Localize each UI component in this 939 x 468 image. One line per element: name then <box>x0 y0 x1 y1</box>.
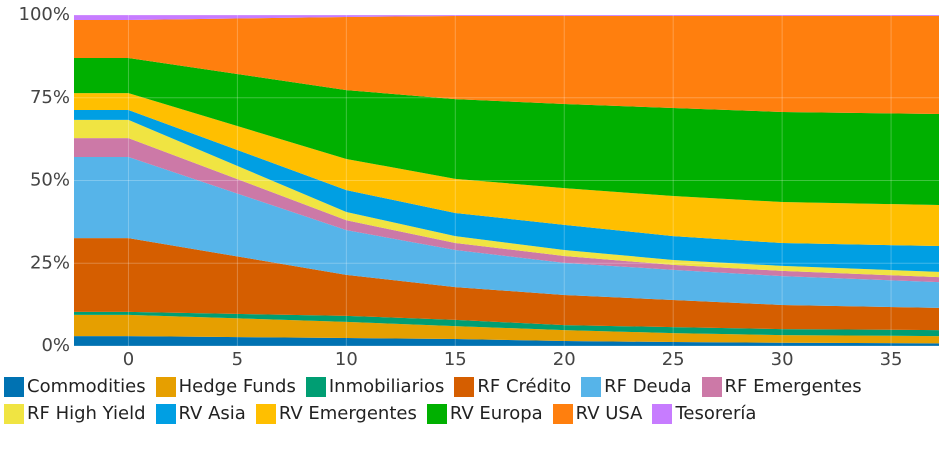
x-tick-label: 5 <box>232 349 243 370</box>
area <box>74 119 939 278</box>
area <box>74 58 939 205</box>
area <box>74 109 939 272</box>
legend-label: Tesorería <box>675 403 757 424</box>
area <box>74 156 939 308</box>
chart: 0% 25% 50% 75% 100% 0 5 10 15 20 25 30 35 <box>19 4 939 370</box>
x-tick-label: 30 <box>771 349 794 370</box>
x-tick-label: 20 <box>553 349 576 370</box>
legend-swatch <box>4 376 24 397</box>
x-tick-label: 35 <box>880 349 903 370</box>
area <box>74 311 939 337</box>
legend-swatch <box>426 403 447 424</box>
legend-item[interactable]: RF High Yield <box>4 403 146 424</box>
legend-label: RF Crédito <box>477 376 572 397</box>
y-tick-label: 50% <box>30 170 70 191</box>
legend-swatch <box>552 403 573 424</box>
y-tick-label: 0% <box>41 335 70 356</box>
x-tick-label: 15 <box>444 349 467 370</box>
area <box>74 238 939 331</box>
legend-item[interactable]: Tesorería <box>652 403 756 424</box>
legend-swatch <box>4 403 24 424</box>
x-tick-label: 0 <box>123 349 134 370</box>
legend-label: RF Deuda <box>604 376 692 397</box>
legend-item[interactable]: RF Emergentes <box>701 376 862 397</box>
legend-item[interactable]: RV Asia <box>155 403 246 424</box>
legend-label: Commodities <box>27 376 146 397</box>
legend: Commodities Hedge Funds Inmobiliarios RF Cr… <box>0 376 939 424</box>
legend-label: Hedge Funds <box>178 376 296 397</box>
x-tick-label: 25 <box>662 349 685 370</box>
area <box>74 336 939 346</box>
legend-label: RV Asia <box>178 403 246 424</box>
x-tick-label: 10 <box>335 349 358 370</box>
legend-item[interactable]: Inmobiliarios <box>305 376 445 397</box>
y-tick-label: 100% <box>19 4 70 25</box>
legend-item[interactable]: RF Crédito <box>454 376 571 397</box>
area <box>74 93 939 247</box>
legend-label: RF High Yield <box>27 403 146 424</box>
legend-label: RV Europa <box>449 403 543 424</box>
legend-item[interactable]: Hedge Funds <box>155 376 296 397</box>
y-tick-label: 75% <box>30 87 70 108</box>
legend-swatch <box>701 376 722 397</box>
legend-label: RV USA <box>575 403 643 424</box>
legend-label: RF Emergentes <box>724 376 862 397</box>
legend-item[interactable]: RV Europa <box>426 403 543 424</box>
legend-label: RV Emergentes <box>278 403 417 424</box>
legend-swatch <box>652 403 673 424</box>
y-tick-label: 25% <box>30 252 70 273</box>
legend-swatch <box>454 376 475 397</box>
area <box>74 138 939 283</box>
legend-swatch <box>255 403 276 424</box>
legend-swatch <box>305 376 326 397</box>
legend-swatch <box>581 376 602 397</box>
area <box>74 15 939 20</box>
legend-swatch <box>155 376 176 397</box>
legend-item[interactable]: RV Emergentes <box>255 403 417 424</box>
legend-item[interactable]: RV USA <box>552 403 643 424</box>
legend-label: Inmobiliarios <box>328 376 445 397</box>
legend-item[interactable]: RF Deuda <box>581 376 692 397</box>
legend-swatch <box>155 403 176 424</box>
area <box>74 15 939 114</box>
area <box>74 314 939 344</box>
legend-item[interactable]: Commodities <box>4 376 146 397</box>
